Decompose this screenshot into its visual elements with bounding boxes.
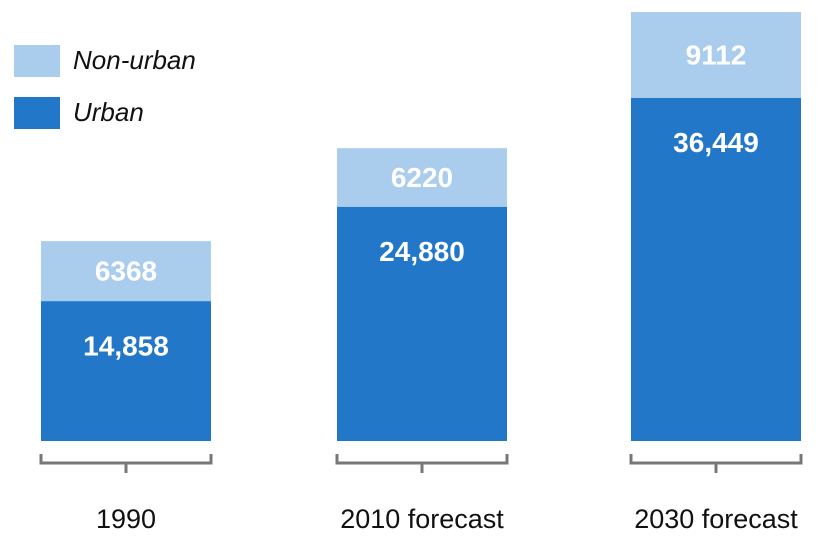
value-label: 6368 — [95, 256, 157, 287]
value-label: 24,880 — [379, 236, 465, 267]
legend-label: Urban — [73, 97, 144, 127]
legend-swatch — [14, 97, 60, 129]
bar-segment — [337, 206, 507, 441]
x-tick-label: 1990 — [96, 504, 156, 534]
category-bracket — [335, 454, 509, 473]
value-label: 14,858 — [83, 330, 169, 361]
value-label: 36,449 — [673, 127, 759, 158]
category-bracket — [39, 454, 213, 473]
legend-swatch — [14, 45, 60, 77]
x-tick-label: 2010 forecast — [340, 504, 504, 534]
bar-segment — [41, 241, 211, 302]
bar-segment — [337, 148, 507, 207]
bar-segment — [41, 301, 211, 441]
category-bracket — [629, 454, 803, 473]
bar-segment — [631, 12, 801, 98]
bar-segment — [631, 97, 801, 441]
legend-label: Non-urban — [73, 45, 196, 75]
value-label: 6220 — [391, 162, 453, 193]
x-tick-label: 2030 forecast — [634, 504, 798, 534]
value-label: 9112 — [686, 39, 747, 70]
